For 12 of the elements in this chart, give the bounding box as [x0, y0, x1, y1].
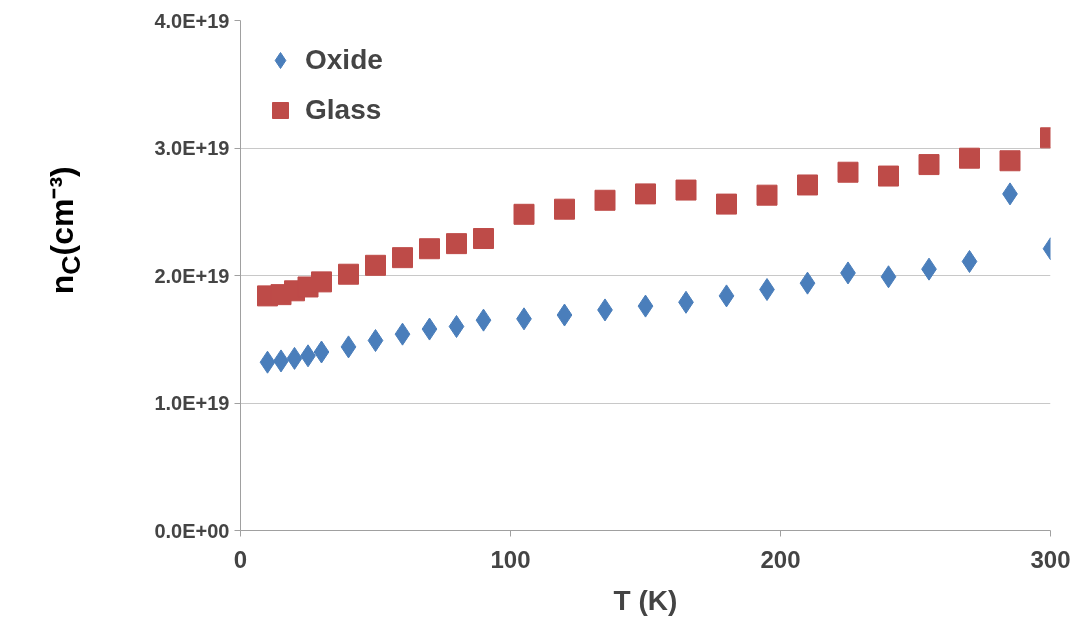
- x-tick-label: 300: [1030, 545, 1071, 573]
- x-tick-label: 200: [760, 545, 801, 573]
- y-tick-label: 3.0E+19: [154, 137, 230, 159]
- legend-label: Glass: [305, 94, 382, 126]
- legend-label: Oxide: [305, 44, 383, 76]
- x-tick-label: 0: [233, 545, 248, 573]
- x-axis-title: T (K): [613, 584, 678, 616]
- y-tick-label: 1.0E+19: [154, 392, 230, 414]
- y-tick-label: 4.0E+19: [154, 9, 230, 32]
- y-tick-label: 0.0E+00: [154, 519, 230, 542]
- x-tick-label: 100: [490, 545, 531, 573]
- y-tick-label: 2.0E+19: [154, 264, 230, 287]
